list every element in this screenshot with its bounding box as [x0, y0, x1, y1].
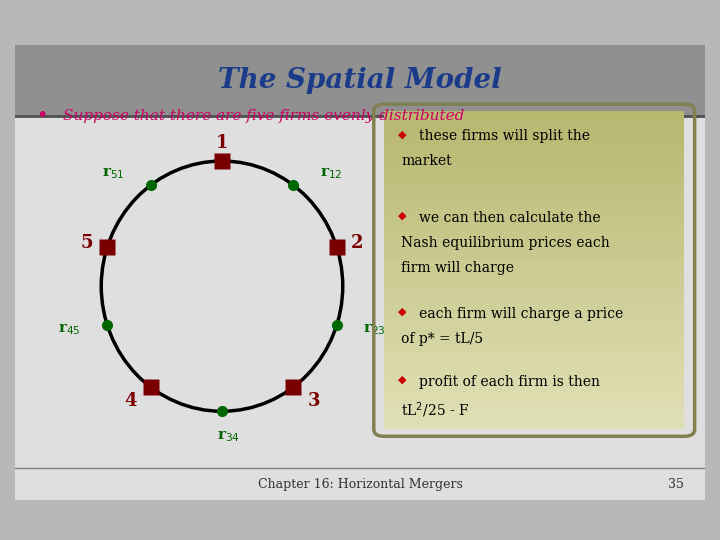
Text: 2: 2 — [351, 234, 364, 252]
FancyBboxPatch shape — [384, 228, 684, 238]
FancyBboxPatch shape — [384, 196, 684, 206]
FancyBboxPatch shape — [384, 206, 684, 217]
FancyBboxPatch shape — [384, 174, 684, 185]
FancyBboxPatch shape — [384, 249, 684, 260]
Text: firm will charge: firm will charge — [402, 261, 514, 275]
FancyBboxPatch shape — [384, 111, 684, 122]
Text: r$_{34}$: r$_{34}$ — [217, 429, 240, 444]
Text: 3: 3 — [307, 392, 320, 410]
Text: 5: 5 — [80, 234, 93, 252]
Text: these firms will split the: these firms will split the — [418, 129, 590, 143]
Text: 4: 4 — [124, 392, 137, 410]
FancyBboxPatch shape — [384, 355, 684, 366]
FancyBboxPatch shape — [384, 281, 684, 292]
Text: 1: 1 — [216, 134, 228, 152]
Text: Chapter 16: Horizontal Mergers: Chapter 16: Horizontal Mergers — [258, 477, 462, 490]
FancyBboxPatch shape — [15, 116, 705, 500]
Text: The Spatial Model: The Spatial Model — [218, 67, 502, 94]
FancyBboxPatch shape — [384, 217, 684, 228]
FancyBboxPatch shape — [15, 45, 705, 116]
Text: r$_{23}$: r$_{23}$ — [364, 322, 386, 337]
Text: ◆: ◆ — [398, 307, 407, 316]
FancyBboxPatch shape — [384, 345, 684, 355]
Text: ◆: ◆ — [398, 375, 407, 385]
FancyBboxPatch shape — [384, 387, 684, 397]
FancyBboxPatch shape — [384, 366, 684, 376]
Text: of p* = tL/5: of p* = tL/5 — [402, 332, 484, 346]
FancyBboxPatch shape — [384, 270, 684, 281]
Text: r$_{51}$: r$_{51}$ — [102, 166, 125, 181]
FancyBboxPatch shape — [384, 419, 684, 429]
FancyBboxPatch shape — [384, 292, 684, 302]
FancyBboxPatch shape — [384, 185, 684, 196]
Text: r$_{45}$: r$_{45}$ — [58, 322, 81, 337]
FancyBboxPatch shape — [384, 302, 684, 313]
Text: •: • — [36, 106, 47, 125]
Text: each firm will charge a price: each firm will charge a price — [418, 307, 623, 321]
FancyBboxPatch shape — [384, 132, 684, 143]
Text: we can then calculate the: we can then calculate the — [418, 211, 600, 225]
FancyBboxPatch shape — [384, 122, 684, 132]
Text: 35: 35 — [668, 477, 684, 490]
FancyBboxPatch shape — [384, 164, 684, 174]
Text: profit of each firm is then: profit of each firm is then — [418, 375, 600, 389]
Text: ◆: ◆ — [398, 129, 407, 139]
FancyBboxPatch shape — [384, 323, 684, 334]
FancyBboxPatch shape — [384, 376, 684, 387]
FancyBboxPatch shape — [384, 408, 684, 419]
Text: tL$^2$/25 - F: tL$^2$/25 - F — [402, 400, 469, 420]
Text: market: market — [402, 154, 452, 168]
Text: Nash equilibrium prices each: Nash equilibrium prices each — [402, 236, 610, 250]
Text: ◆: ◆ — [398, 211, 407, 221]
FancyBboxPatch shape — [384, 334, 684, 345]
FancyBboxPatch shape — [384, 313, 684, 323]
FancyBboxPatch shape — [384, 397, 684, 408]
FancyBboxPatch shape — [384, 260, 684, 270]
FancyBboxPatch shape — [384, 153, 684, 164]
Text: Suppose that there are five firms evenly distributed: Suppose that there are five firms evenly… — [63, 109, 464, 123]
Text: r$_{12}$: r$_{12}$ — [320, 166, 342, 181]
FancyBboxPatch shape — [384, 143, 684, 153]
FancyBboxPatch shape — [384, 238, 684, 249]
